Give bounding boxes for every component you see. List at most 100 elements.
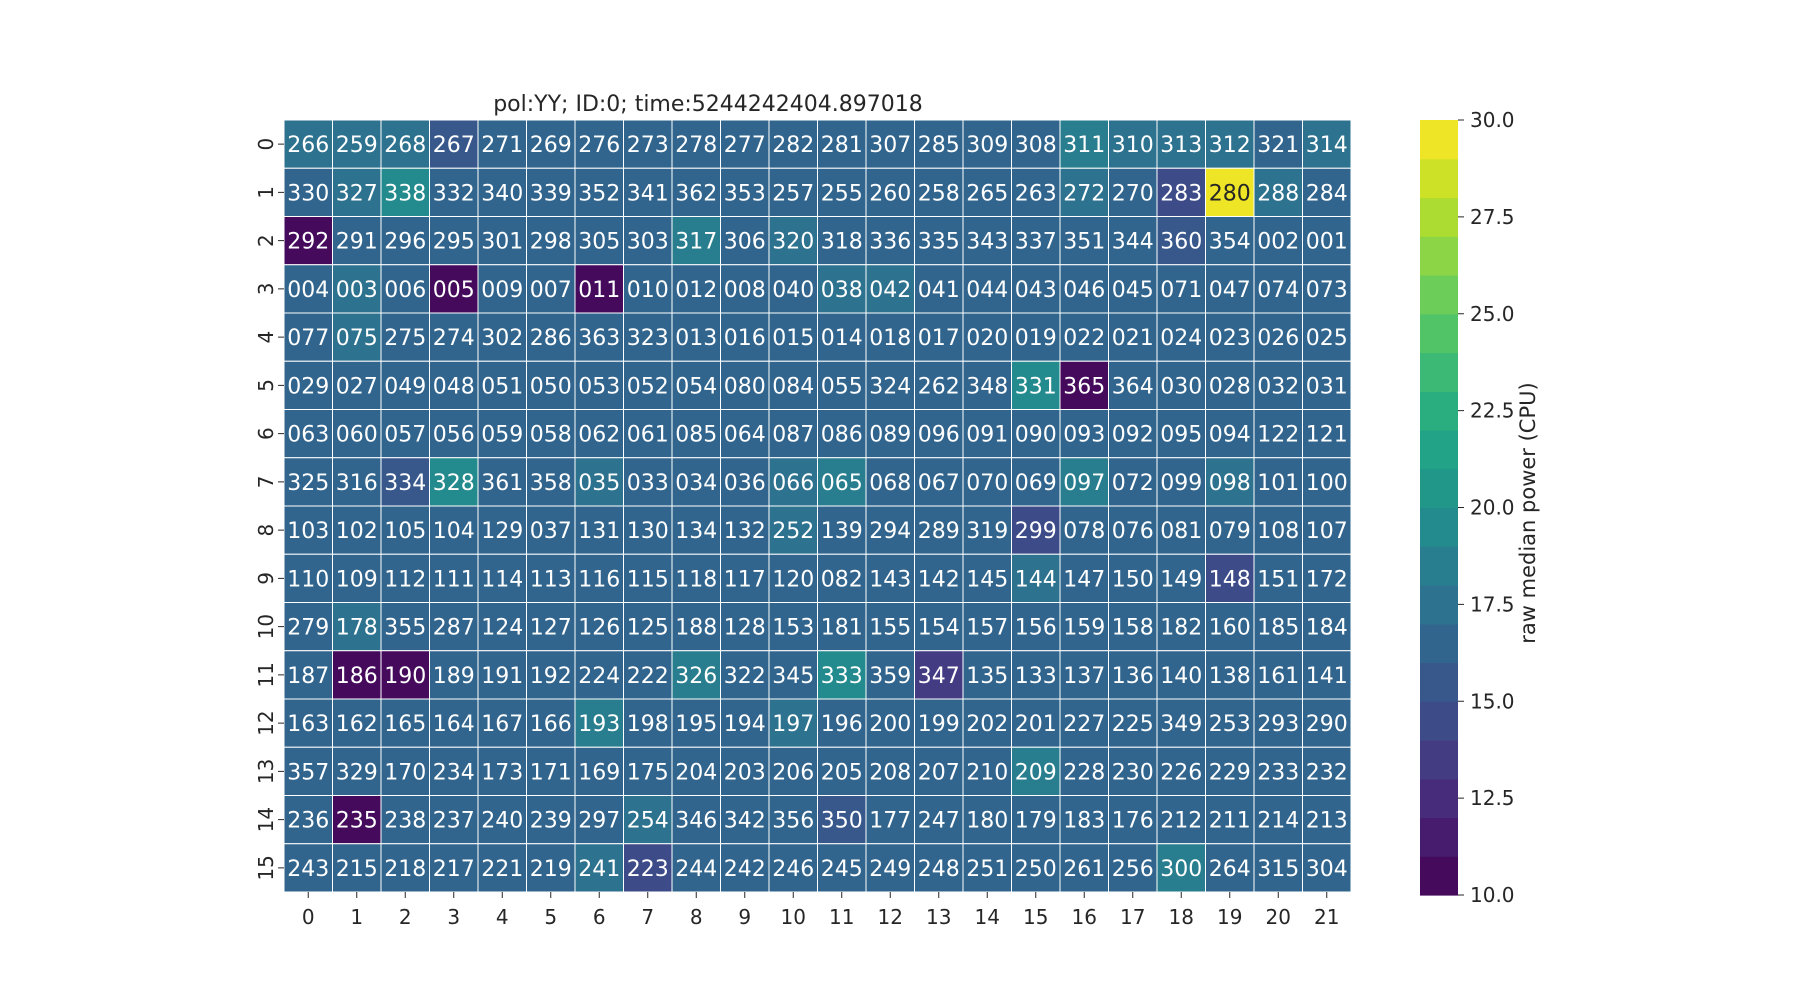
cell-label: 107: [1306, 519, 1348, 544]
heatmap-cell: [671, 312, 721, 362]
colorbar-ticks: 10.0 12.5 15.0 17.5 20.0 22.5 25.0 27.5 30.0: [1458, 108, 1515, 907]
cell-label: 105: [384, 519, 426, 544]
x-tick-label: 7: [641, 905, 654, 929]
cell-label: 111: [433, 567, 475, 592]
cell-label: 193: [578, 712, 620, 737]
cell-label: 196: [821, 712, 863, 737]
cell-label: 296: [384, 230, 426, 255]
cell-label: 321: [1257, 133, 1299, 158]
cell-label: 247: [918, 809, 960, 834]
cell-label: 318: [821, 230, 863, 255]
cell-label: 363: [578, 326, 620, 351]
heatmap-cell: [429, 795, 479, 845]
cell-label: 143: [869, 567, 911, 592]
heatmap-cell: [720, 602, 770, 652]
cell-label: 130: [627, 519, 669, 544]
cell-label: 283: [1160, 181, 1202, 206]
cell-label: 298: [530, 230, 572, 255]
cell-label: 311: [1063, 133, 1105, 158]
cell-label: 200: [869, 712, 911, 737]
cell-label: 221: [481, 857, 523, 882]
cell-label: 294: [869, 519, 911, 544]
cell-label: 176: [1112, 809, 1154, 834]
colorbar-tick-label: 10.0: [1470, 883, 1515, 907]
heatmap-cell: [865, 360, 915, 410]
y-tick-label: 8: [254, 524, 278, 537]
heatmap-cell: [720, 119, 770, 169]
cell-label: 072: [1112, 471, 1154, 496]
y-tick-label: 1: [254, 186, 278, 199]
heatmap-cell: [1253, 553, 1303, 603]
heatmap-cell: [720, 312, 770, 362]
cell-label: 086: [821, 423, 863, 448]
heatmap-cell: [332, 216, 382, 266]
heatmap-cell: [817, 312, 867, 362]
heatmap-cell: [1302, 457, 1352, 507]
heatmap-cell: [1011, 409, 1061, 459]
cell-label: 162: [336, 712, 378, 737]
cell-label: 327: [336, 181, 378, 206]
heatmap-cell: [962, 264, 1012, 314]
heatmap-cell: [914, 312, 964, 362]
cell-label: 332: [433, 181, 475, 206]
cell-label: 234: [433, 760, 475, 785]
colorbar-segment: [1420, 507, 1458, 547]
heatmap-cell: [962, 602, 1012, 652]
cell-label: 020: [966, 326, 1008, 351]
cell-label: 093: [1063, 423, 1105, 448]
colorbar-segment: [1420, 352, 1458, 392]
colorbar-tick-label: 12.5: [1470, 786, 1515, 810]
cell-label: 073: [1306, 278, 1348, 303]
cell-label: 330: [287, 181, 329, 206]
cell-label: 269: [530, 133, 572, 158]
cell-label: 019: [1015, 326, 1057, 351]
cell-label: 282: [772, 133, 814, 158]
cell-label: 328: [433, 471, 475, 496]
heatmap-cell: [914, 167, 964, 217]
cell-label: 169: [578, 760, 620, 785]
cell-label: 011: [578, 278, 620, 303]
cell-label: 305: [578, 230, 620, 255]
heatmap-cell: [1205, 167, 1255, 217]
cell-label: 134: [675, 519, 717, 544]
cell-label: 202: [966, 712, 1008, 737]
cell-label: 356: [772, 809, 814, 834]
x-tick-label: 20: [1266, 905, 1291, 929]
heatmap-cell: [720, 795, 770, 845]
cell-label: 179: [1015, 809, 1057, 834]
heatmap-cell: [768, 746, 818, 796]
cell-label: 071: [1160, 278, 1202, 303]
cell-label: 166: [530, 712, 572, 737]
cell-label: 297: [578, 809, 620, 834]
cell-label: 032: [1257, 374, 1299, 399]
cell-label: 046: [1063, 278, 1105, 303]
heatmap-cell: [1059, 698, 1109, 748]
heatmap-cell: [720, 409, 770, 459]
cell-label: 281: [821, 133, 863, 158]
cell-label: 116: [578, 567, 620, 592]
cell-label: 288: [1257, 181, 1299, 206]
cell-label: 170: [384, 760, 426, 785]
cell-label: 277: [724, 133, 766, 158]
x-tick-label: 9: [738, 905, 751, 929]
colorbar-segment: [1420, 662, 1458, 702]
colorbar-tick-label: 20.0: [1470, 496, 1515, 520]
cell-label: 036: [724, 471, 766, 496]
cell-label: 047: [1209, 278, 1251, 303]
colorbar-tick-label: 22.5: [1470, 399, 1515, 423]
cell-label: 300: [1160, 857, 1202, 882]
heatmap-cell: [671, 216, 721, 266]
cell-label: 320: [772, 230, 814, 255]
x-tick-label: 6: [593, 905, 606, 929]
cell-label: 239: [530, 809, 572, 834]
cell-label: 044: [966, 278, 1008, 303]
cell-label: 215: [336, 857, 378, 882]
cell-label: 248: [918, 857, 960, 882]
cell-label: 121: [1306, 423, 1348, 448]
cell-label: 335: [918, 230, 960, 255]
heatmap-cell: [1302, 698, 1352, 748]
cell-label: 242: [724, 857, 766, 882]
heatmap-cell: [526, 505, 576, 555]
cell-label: 035: [578, 471, 620, 496]
heatmap-cell: [817, 553, 867, 603]
